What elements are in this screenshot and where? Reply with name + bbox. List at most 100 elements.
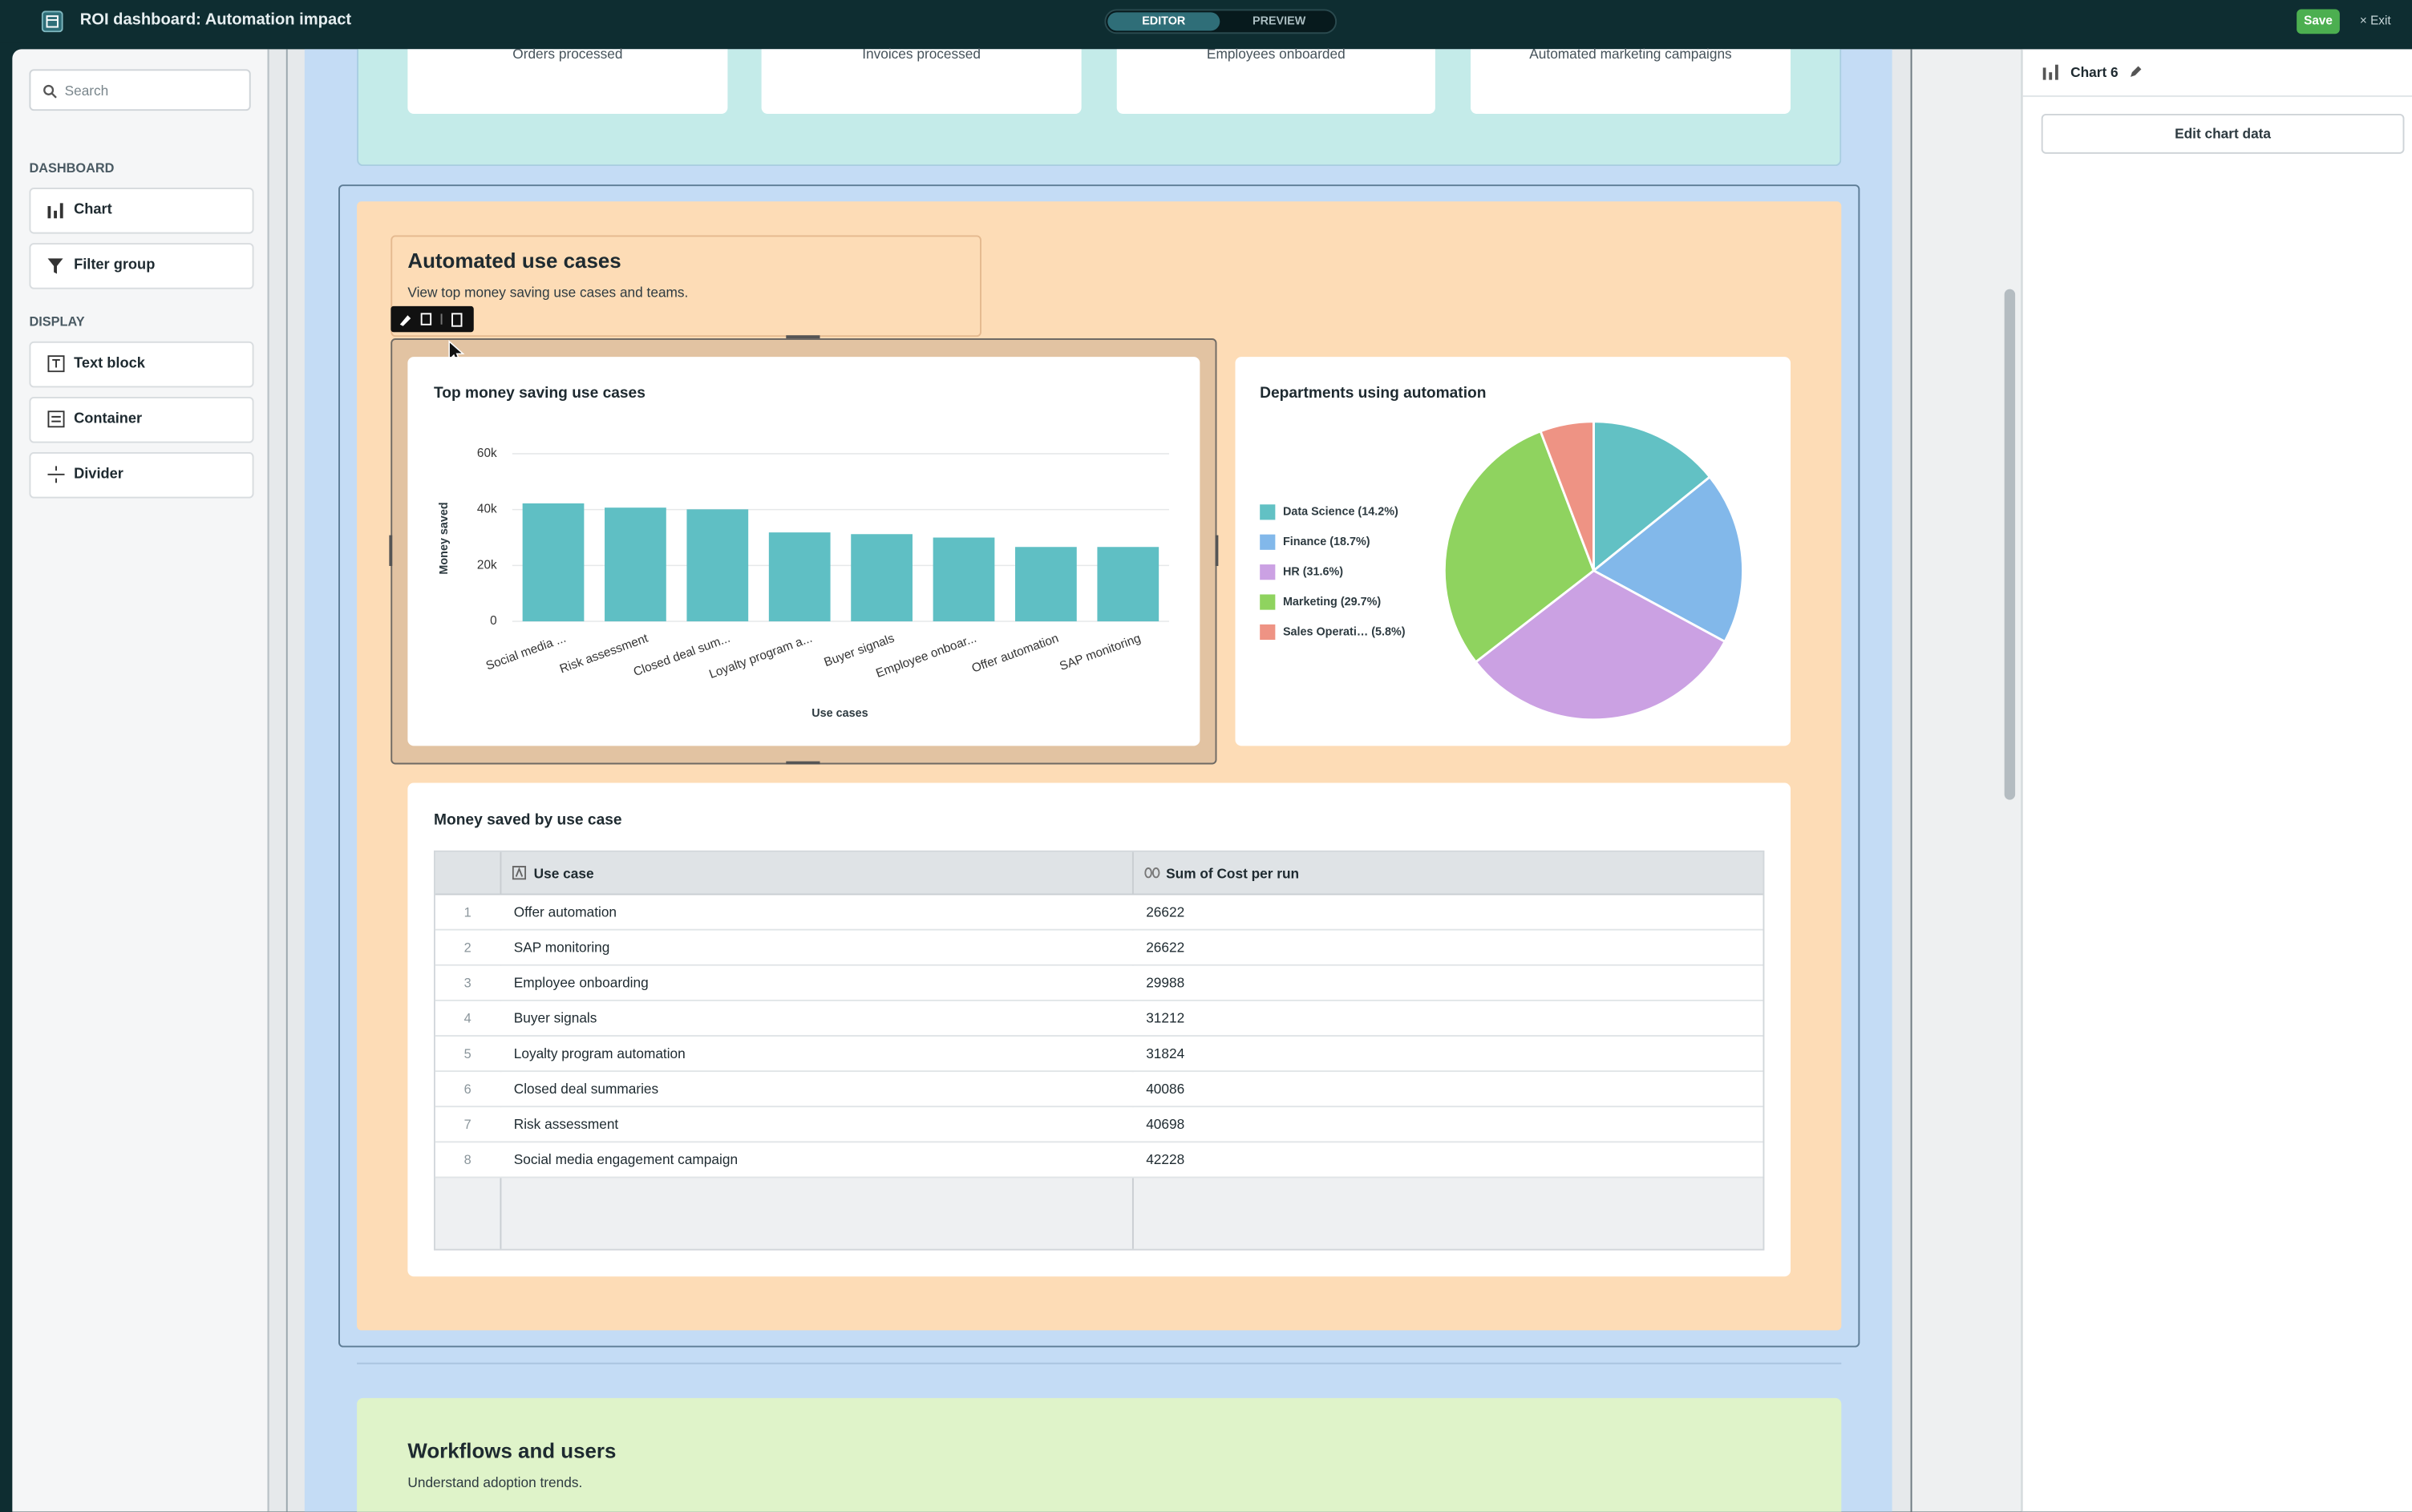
table-cell: SAP monitoring — [513, 940, 610, 956]
kpi-card: Employees onboarded — [1116, 46, 1435, 114]
rename-icon[interactable] — [2129, 65, 2143, 79]
pie-slice — [1591, 475, 1744, 644]
guide-line — [285, 49, 288, 1512]
kpi-card: Automated marketing campaigns — [1470, 46, 1791, 114]
text-column-icon — [512, 866, 527, 880]
item-label: Chart — [74, 201, 112, 219]
column-header[interactable]: Use case — [533, 866, 594, 882]
table-cell: Buyer signals — [513, 1010, 597, 1026]
row-number: 3 — [463, 975, 471, 991]
resize-handle[interactable] — [786, 761, 820, 765]
pie-chart-card: Departments using automation Data Scienc… — [1235, 357, 1791, 746]
y-tick-label: 40k — [477, 503, 497, 516]
row-number: 1 — [463, 904, 471, 920]
bar — [768, 532, 831, 622]
table-cell: 40086 — [1146, 1081, 1185, 1097]
resize-handle[interactable] — [389, 535, 393, 566]
table-card: Money saved by use case Use case Sum of … — [407, 782, 1791, 1277]
exit-button[interactable]: × Exit — [2359, 14, 2391, 28]
block-toolbar[interactable] — [391, 305, 474, 333]
table-row: 7 Risk assessment 40698 — [435, 1107, 1763, 1143]
kpi-card: Invoices processed — [761, 46, 1082, 114]
sidebar-item[interactable]: Filter group — [29, 243, 254, 289]
sidebar-item[interactable]: Container — [29, 396, 254, 443]
chart-name[interactable]: Chart 6 — [2070, 64, 2119, 80]
table-row: 3 Employee onboarding 29988 — [435, 965, 1763, 1001]
exit-label[interactable]: Exit — [2370, 14, 2391, 28]
resize-handle[interactable] — [786, 335, 820, 339]
x-tick-label: Social media ... — [484, 632, 568, 673]
search-placeholder: Search — [64, 83, 109, 99]
y-tick-label: 0 — [490, 614, 497, 628]
item-label: Container — [74, 410, 143, 428]
selected-container[interactable] — [338, 184, 1860, 1348]
section-title: DISPLAY — [29, 313, 85, 329]
table-row: 1 Offer automation 26622 — [435, 895, 1763, 931]
table-cell: Closed deal summaries — [513, 1081, 659, 1097]
panel-divider — [2022, 95, 2412, 97]
x-tick-label: Offer automation — [970, 632, 1061, 676]
sidebar — [12, 49, 268, 1512]
divider-icon — [47, 466, 65, 483]
text-block[interactable]: Automated use cases View top money savin… — [391, 235, 981, 338]
legend-swatch — [1260, 594, 1276, 610]
filter-icon — [47, 258, 63, 274]
mode-toggle: EDITOR PREVIEW — [1104, 9, 1338, 34]
legend-label: Sales Operati… (5.8%) — [1283, 625, 1406, 638]
preview-tab[interactable]: PREVIEW — [1252, 14, 1306, 28]
table-row: 2 SAP monitoring 26622 — [435, 930, 1763, 966]
table-row: 5 Loyalty program automation 31824 — [435, 1037, 1763, 1073]
table-cell: Employee onboarding — [513, 975, 649, 991]
container-icon — [47, 410, 65, 428]
legend-swatch — [1260, 624, 1276, 641]
text-icon — [47, 355, 65, 373]
kpi-card: Orders processed — [407, 46, 728, 114]
properties-panel: Chart 6 Edit chart data — [2021, 49, 2412, 1512]
legend-label: Marketing (29.7%) — [1283, 596, 1381, 608]
pie-slice — [1443, 430, 1596, 664]
pie-chart: Departments using automation Data Scienc… — [1260, 385, 1744, 722]
edit-chart-data-button[interactable]: Edit chart data — [2041, 113, 2405, 154]
sidebar-item[interactable]: Text block — [29, 341, 254, 388]
item-label: Filter group — [74, 257, 156, 274]
row-number: 7 — [463, 1116, 471, 1132]
search-box[interactable]: Search — [29, 69, 251, 111]
y-tick-label: 60k — [477, 447, 497, 460]
table-cell: 31212 — [1146, 1010, 1185, 1026]
editor-tab[interactable]: EDITOR — [1107, 12, 1220, 31]
table-cell: Offer automation — [513, 904, 617, 920]
sidebar-item[interactable]: Divider — [29, 452, 254, 499]
x-tick-label: SAP monitoring — [1058, 632, 1143, 673]
table-header: Use case Sum of Cost per run — [435, 851, 1763, 895]
bar — [605, 507, 666, 622]
x-axis-label: Use cases — [811, 707, 868, 720]
top-bar: ROI dashboard: Automation impact EDITOR … — [0, 0, 2412, 43]
legend-label: Finance (18.7%) — [1283, 536, 1370, 548]
number-column-icon — [1144, 867, 1160, 879]
pie-slice — [1539, 420, 1595, 572]
table-row: 4 Buyer signals 31212 — [435, 1001, 1763, 1037]
bar-chart: Top money saving use cases Use cases Mon… — [434, 385, 1169, 720]
pie-slice — [1592, 420, 1712, 573]
legend-label: Data Science (14.2%) — [1283, 506, 1398, 519]
bar — [1015, 547, 1077, 622]
sidebar-item[interactable]: Chart — [29, 188, 254, 234]
y-axis-label: Money saved — [438, 502, 451, 574]
gutter — [1910, 49, 2021, 1512]
column-header[interactable]: Sum of Cost per run — [1166, 866, 1300, 882]
pie-slice — [1474, 569, 1727, 722]
save-button[interactable]: Save — [2297, 9, 2340, 34]
table: Use case Sum of Cost per run 1 Offer auto… — [433, 850, 1765, 1251]
kpi-label: Automated marketing campaigns — [1529, 46, 1732, 62]
resize-handle[interactable] — [1215, 535, 1219, 566]
legend-swatch — [1260, 504, 1276, 520]
table-cell: 40698 — [1146, 1116, 1185, 1132]
chart-title: Departments using automation — [1260, 385, 1486, 402]
chart-title: Top money saving use cases — [434, 385, 645, 402]
table-title: Money saved by use case — [433, 811, 622, 830]
table-row: 6 Closed deal summaries 40086 — [435, 1072, 1763, 1108]
chart-icon — [2042, 64, 2058, 80]
scrollbar[interactable] — [2004, 289, 2016, 800]
table-cell: 42228 — [1146, 1151, 1185, 1168]
bar — [686, 509, 749, 622]
